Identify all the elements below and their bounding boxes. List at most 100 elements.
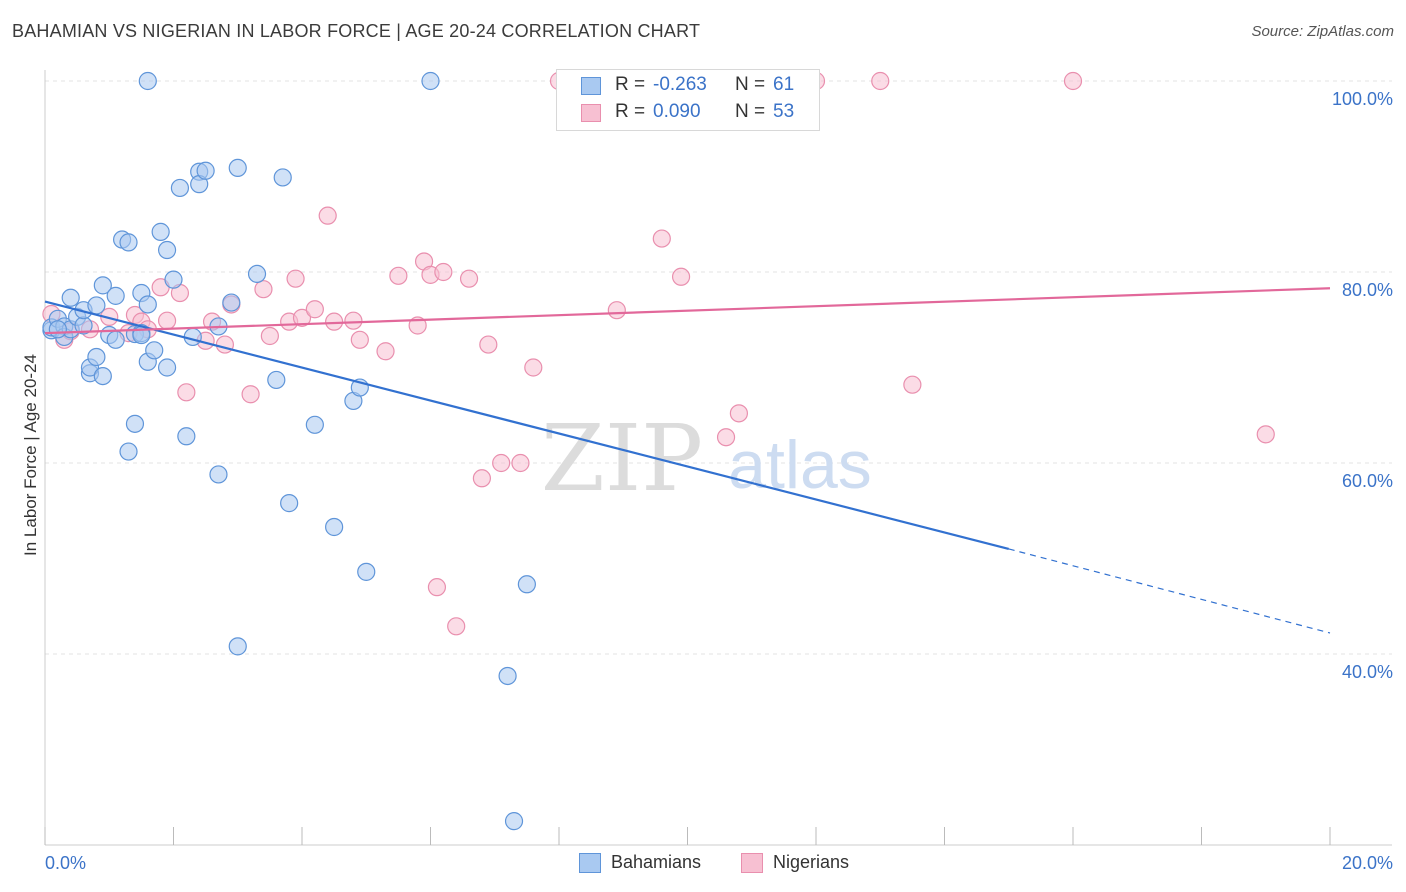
bahamian-point bbox=[93, 276, 112, 295]
bahamian-point bbox=[273, 168, 292, 187]
correlation-stats-box: R = -0.263 N = 61 R = 0.090 N = 53 bbox=[556, 69, 820, 131]
bahamian-point bbox=[119, 442, 138, 461]
bahamian-point bbox=[61, 288, 80, 307]
bahamian-point bbox=[93, 366, 112, 386]
legend-swatch-bahamians bbox=[579, 853, 601, 873]
bahamian-point bbox=[119, 233, 138, 252]
bahamians-swatch bbox=[581, 77, 601, 95]
nigerian-point bbox=[729, 404, 749, 423]
bahamian-point bbox=[157, 240, 177, 260]
bahamian-point bbox=[357, 562, 376, 581]
watermark-atlas: atlas bbox=[728, 427, 872, 503]
nigerian-point bbox=[524, 358, 543, 377]
nigerian-point bbox=[607, 301, 626, 320]
nigerian-point bbox=[459, 269, 479, 288]
nigerian-point bbox=[511, 453, 530, 473]
nigerian-point bbox=[305, 300, 324, 319]
bahamian-point bbox=[106, 330, 125, 349]
watermark: ZIP atlas bbox=[541, 405, 872, 512]
bahamian-point bbox=[138, 71, 157, 91]
nigerian-point bbox=[344, 311, 363, 330]
nigerian-point bbox=[376, 342, 395, 361]
bahamian-point bbox=[228, 158, 247, 178]
n-value: 53 bbox=[773, 101, 795, 122]
nigerian-point bbox=[1063, 71, 1083, 91]
tick-labels: 40.0% 60.0% 80.0% 100.0% 0.0% 20.0% bbox=[45, 89, 1393, 873]
x-tick-label: 0.0% bbox=[45, 853, 86, 873]
bahamian-trend-line bbox=[44, 300, 1010, 551]
bahamian-point bbox=[145, 341, 164, 360]
nigerian-point bbox=[177, 383, 196, 402]
bahamian-point bbox=[106, 286, 125, 305]
n-value: 61 bbox=[773, 74, 795, 95]
y-tick-label: 80.0% bbox=[1342, 280, 1393, 300]
bahamian-point bbox=[125, 414, 145, 433]
n-label: N = bbox=[735, 101, 766, 122]
bahamian-point bbox=[222, 293, 241, 312]
bahamian-point bbox=[517, 575, 536, 594]
bahamian-point bbox=[138, 295, 157, 314]
nigerians-swatch bbox=[581, 104, 601, 122]
watermark-zip: ZIP bbox=[541, 405, 703, 512]
y-tick-label: 40.0% bbox=[1342, 662, 1393, 682]
legend-swatch-nigerians bbox=[741, 853, 763, 873]
nigerian-point bbox=[903, 375, 922, 394]
legend-label-bahamians: Bahamians bbox=[611, 852, 702, 872]
bahamian-point bbox=[267, 370, 286, 390]
bahamian-point bbox=[209, 465, 228, 484]
bahamian-point bbox=[504, 812, 524, 831]
nigerian-point bbox=[671, 267, 691, 286]
nigerian-point bbox=[318, 206, 337, 225]
bahamian-point bbox=[170, 178, 190, 198]
nigerian-trend-line bbox=[44, 287, 1331, 335]
bahamian-point bbox=[87, 347, 106, 367]
bahamian-point bbox=[48, 320, 67, 339]
nigerian-point bbox=[1256, 425, 1275, 444]
series-bahamians bbox=[42, 71, 588, 831]
nigerian-point bbox=[350, 330, 369, 349]
axes bbox=[44, 70, 1392, 846]
bahamian-point bbox=[498, 666, 517, 686]
r-label: R = bbox=[615, 74, 646, 95]
bahamian-point bbox=[196, 161, 215, 180]
nigerian-point bbox=[254, 280, 273, 299]
r-value: 0.090 bbox=[653, 101, 701, 122]
bahamian-point bbox=[177, 427, 196, 446]
nigerian-point bbox=[447, 617, 466, 636]
nigerian-point bbox=[479, 335, 498, 354]
nigerian-point bbox=[472, 469, 491, 488]
nigerian-point bbox=[427, 578, 447, 597]
nigerian-point bbox=[434, 262, 453, 282]
nigerian-point bbox=[716, 428, 736, 447]
chart-title: BAHAMIAN VS NIGERIAN IN LABOR FORCE | AG… bbox=[12, 21, 701, 41]
series-nigerians bbox=[42, 71, 1275, 636]
bahamian-point bbox=[421, 71, 440, 91]
nigerian-point bbox=[871, 71, 890, 91]
y-tick-label: 100.0% bbox=[1332, 89, 1393, 109]
nigerian-point bbox=[260, 326, 279, 346]
nigerian-point bbox=[292, 308, 312, 327]
nigerian-point bbox=[325, 312, 344, 331]
nigerian-point bbox=[157, 311, 177, 330]
trend-lines bbox=[44, 287, 1331, 634]
bahamian-point bbox=[157, 358, 177, 377]
bahamian-point bbox=[87, 296, 106, 315]
bahamian-point bbox=[164, 270, 183, 289]
source-label: Source: ZipAtlas.com bbox=[1251, 23, 1394, 40]
r-value: -0.263 bbox=[653, 74, 707, 95]
y-tick-label: 60.0% bbox=[1342, 471, 1393, 491]
bahamian-trend-extension bbox=[1008, 548, 1331, 634]
nigerian-point bbox=[215, 335, 234, 354]
nigerian-point bbox=[492, 453, 511, 473]
nigerian-point bbox=[652, 229, 671, 248]
bahamian-point bbox=[305, 415, 324, 434]
nigerian-point bbox=[389, 266, 408, 285]
n-label: N = bbox=[735, 74, 766, 95]
nigerian-point bbox=[241, 385, 260, 404]
x-tick-label: 20.0% bbox=[1342, 853, 1393, 873]
bahamian-point bbox=[151, 222, 170, 241]
nigerian-point bbox=[286, 269, 305, 288]
bahamian-point bbox=[280, 494, 299, 513]
r-label: R = bbox=[615, 101, 646, 122]
